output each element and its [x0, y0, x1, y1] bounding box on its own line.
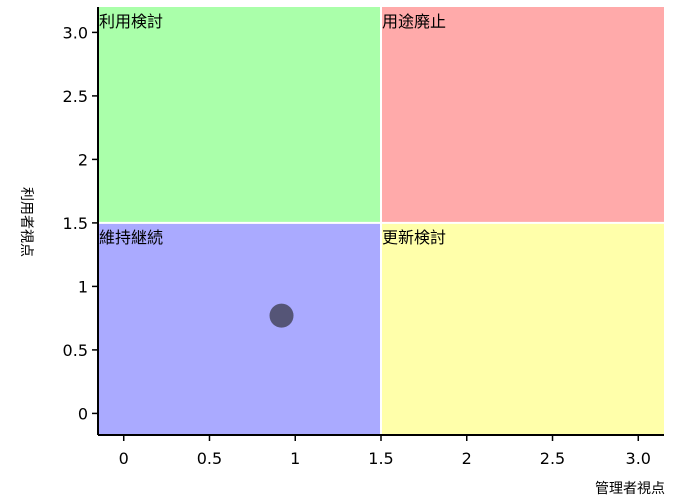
x-axis-title: 管理者視点: [595, 481, 665, 497]
x-tick-label-5: 2.5: [540, 449, 565, 468]
quadrant-1: [381, 7, 664, 223]
y-tick-label-4: 2: [78, 150, 88, 169]
x-tick-label-1: 0.5: [197, 449, 222, 468]
quadrant-3: [381, 222, 664, 435]
x-tick-label-6: 3.0: [626, 449, 651, 468]
y-tick-label-5: 2.5: [63, 87, 88, 106]
y-tick-label-2: 1: [78, 277, 88, 296]
y-tick-label-1: 0.5: [63, 341, 88, 360]
y-tick-label-6: 3.0: [63, 23, 88, 42]
quadrant-label-1: 用途廃止: [382, 12, 446, 31]
quadrant-0: [98, 7, 381, 223]
x-tick-label-3: 1.5: [368, 449, 393, 468]
quadrant-label-3: 更新検討: [382, 228, 446, 247]
data-point-0: [269, 303, 294, 328]
quadrant-2: [98, 222, 381, 435]
y-tick-label-0: 0: [78, 404, 88, 423]
x-tick-label-4: 2: [462, 449, 472, 468]
quadrant-label-0: 利用検討: [99, 12, 163, 31]
point-layer: [269, 303, 294, 328]
y-axis-title: 利用者視点: [18, 187, 34, 257]
axes-layer: 0 0.5 1 1.5 2 2.5 3.0 0 0.5 1 1.5 2 2.5 3.0: [63, 7, 664, 468]
quadrant-label-2: 維持継続: [99, 228, 163, 247]
y-tick-label-3: 1.5: [63, 214, 88, 233]
x-tick-label-0: 0: [119, 449, 129, 468]
x-tick-label-2: 1: [290, 449, 300, 468]
